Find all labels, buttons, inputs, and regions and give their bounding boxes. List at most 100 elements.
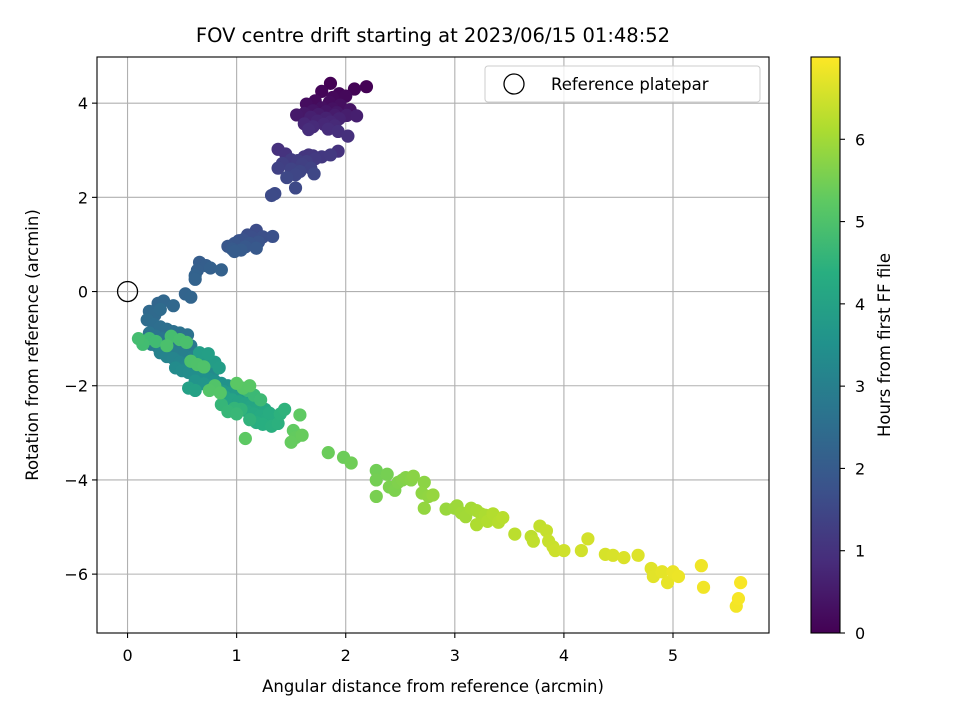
- grid-lines: [97, 57, 769, 633]
- data-point: [660, 576, 675, 590]
- data-point: [179, 335, 194, 350]
- x-tick-label: 1: [232, 646, 242, 665]
- legend-entry-reference: Reference platepar: [551, 75, 709, 94]
- y-tick-label: 4: [78, 94, 88, 113]
- data-point: [243, 413, 257, 427]
- data-point: [264, 188, 279, 203]
- y-tick-label: −4: [64, 471, 88, 490]
- data-point: [496, 511, 510, 525]
- data-point: [331, 124, 345, 139]
- legend-box: [484, 65, 761, 103]
- data-point: [470, 518, 484, 532]
- data-point: [406, 469, 420, 483]
- plot-background: [97, 57, 769, 633]
- data-point: [243, 379, 257, 393]
- axis-ticks: 0 1 2 3 4 5 −6 −4 −2 0 2 4: [64, 94, 678, 665]
- colorbar-tick-label: 1: [855, 542, 865, 561]
- data-point: [230, 376, 244, 390]
- data-point: [696, 580, 711, 594]
- data-point: [262, 406, 276, 420]
- data-point: [266, 229, 280, 244]
- data-point: [184, 290, 198, 304]
- data-point: [295, 428, 309, 442]
- y-axis-label: Rotation from reference (arcmin): [23, 209, 42, 481]
- data-point: [254, 393, 268, 407]
- colorbar-ticks: 0 1 2 3 4 5 6: [840, 130, 865, 643]
- data-point: [280, 170, 294, 185]
- data-point: [278, 402, 292, 416]
- data-point: [188, 272, 202, 286]
- data-point: [290, 108, 304, 122]
- data-point: [302, 122, 316, 137]
- data-point: [380, 467, 394, 481]
- x-tick-label: 3: [450, 646, 460, 665]
- data-point: [271, 161, 285, 175]
- data-point: [197, 360, 211, 374]
- y-tick-label: −6: [64, 565, 88, 584]
- data-point: [734, 576, 748, 590]
- x-tick-label: 4: [559, 646, 569, 665]
- data-point: [617, 551, 631, 565]
- data-point: [508, 527, 522, 541]
- data-point: [671, 569, 686, 584]
- data-point: [417, 475, 431, 489]
- data-point: [344, 456, 358, 470]
- y-tick-label: 0: [78, 283, 88, 302]
- data-point: [341, 129, 355, 143]
- data-point: [214, 263, 228, 277]
- legend-marker: [503, 73, 525, 95]
- plot-frame: [96, 56, 770, 634]
- data-point: [131, 332, 146, 346]
- data-point: [238, 431, 252, 446]
- data-point: [249, 241, 263, 255]
- data-point: [307, 167, 321, 181]
- data-point: [188, 383, 202, 398]
- data-point: [347, 82, 362, 96]
- x-axis-label: Angular distance from reference (arcmin): [262, 677, 604, 696]
- data-point: [153, 302, 167, 317]
- data-point: [526, 534, 540, 548]
- colorbar-label: Hours from first FF file: [875, 253, 894, 437]
- colorbar-tick-label: 0: [855, 624, 865, 643]
- data-point: [288, 181, 303, 195]
- data-point: [574, 543, 588, 558]
- data-point: [323, 148, 338, 162]
- data-point: [321, 446, 335, 460]
- data-point: [293, 408, 307, 422]
- data-point: [212, 361, 226, 375]
- data-point: [213, 386, 227, 400]
- colorbar-tick-label: 4: [855, 295, 865, 314]
- colorbar-tick-label: 3: [855, 377, 865, 396]
- data-point: [557, 543, 571, 558]
- data-point: [284, 435, 298, 449]
- data-point: [631, 548, 645, 562]
- data-point: [581, 532, 595, 546]
- data-point: [369, 473, 383, 487]
- data-point: [417, 501, 431, 515]
- data-point: [606, 548, 620, 562]
- data-point: [202, 383, 216, 398]
- scatter-points: [131, 76, 748, 613]
- data-point: [315, 84, 329, 98]
- data-point: [539, 524, 554, 538]
- data-point: [323, 76, 338, 90]
- data-point: [369, 489, 383, 504]
- data-point: [230, 407, 244, 421]
- data-point: [166, 299, 180, 313]
- reference-marker: [116, 280, 139, 303]
- legend: Reference platepar: [484, 65, 761, 103]
- y-tick-label: −2: [64, 377, 88, 396]
- x-tick-label: 0: [122, 646, 132, 665]
- colorbar-tick-label: 6: [855, 130, 865, 149]
- data-point: [369, 463, 383, 478]
- data-point: [203, 261, 218, 275]
- colorbar: [810, 56, 841, 634]
- chart-title: FOV centre drift starting at 2023/06/15 …: [196, 24, 670, 47]
- data-point: [655, 565, 669, 579]
- data-point: [227, 244, 242, 259]
- data-point: [694, 559, 708, 573]
- x-tick-label: 5: [668, 646, 678, 665]
- data-point: [201, 347, 215, 361]
- data-point: [731, 592, 746, 606]
